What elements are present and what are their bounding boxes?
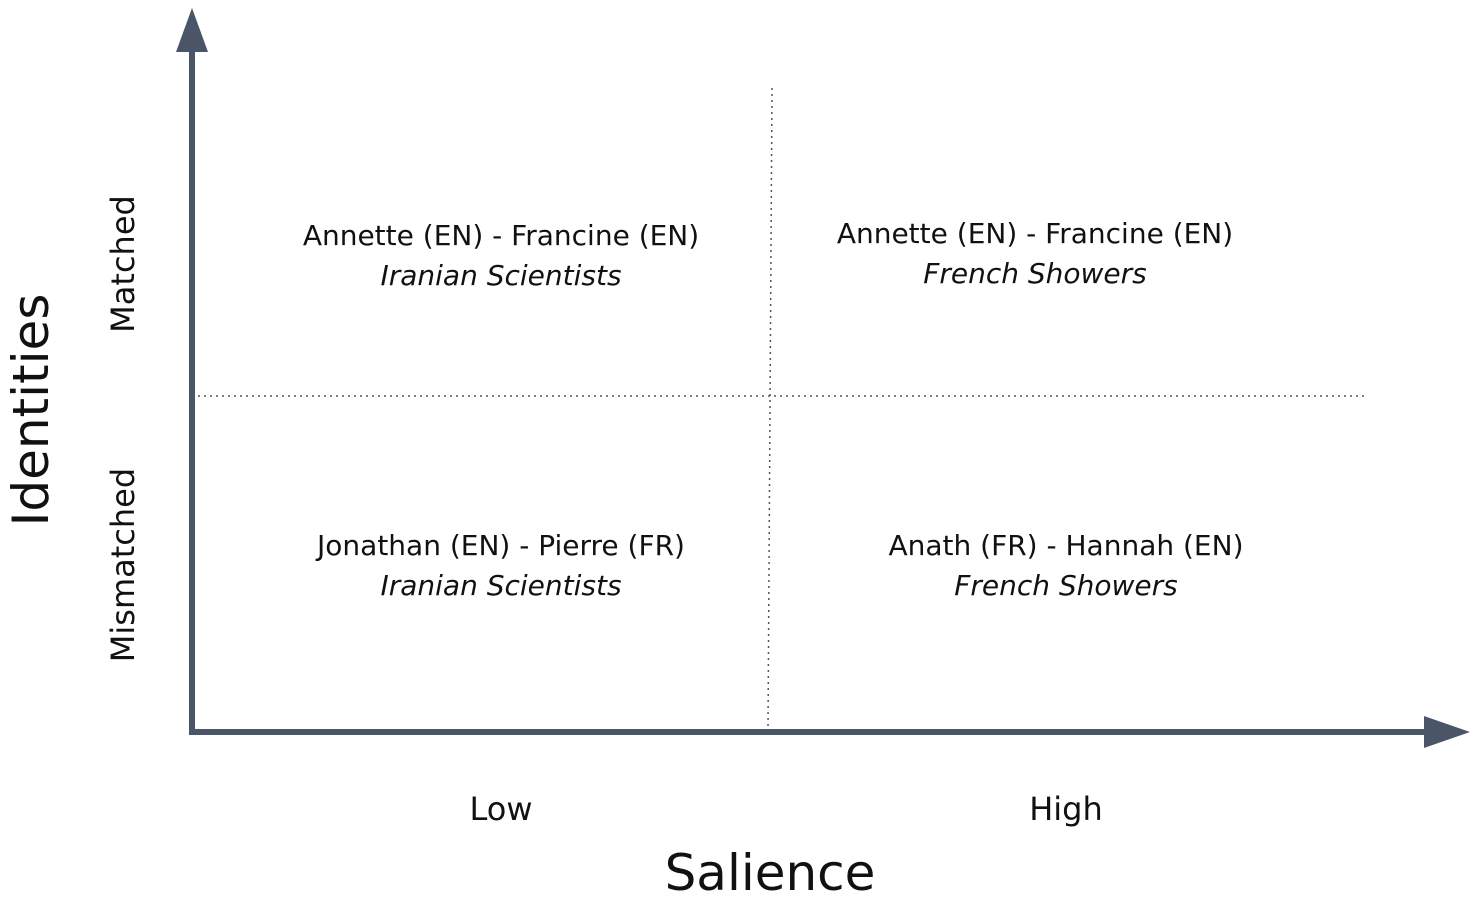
divider-vertical xyxy=(767,87,773,729)
y-level: Mismatched xyxy=(104,468,142,662)
cell-story: French Showers xyxy=(954,569,1178,602)
y-axis-label: Identities xyxy=(2,294,60,527)
cell-story: Iranian Scientists xyxy=(380,569,621,602)
x-axis-label: Salience xyxy=(665,844,876,897)
x-level: Low xyxy=(469,790,532,828)
cell-pair: Annette (EN) - Francine (EN) xyxy=(303,219,699,252)
x-level: High xyxy=(1029,790,1103,828)
cell-story: French Showers xyxy=(923,257,1147,290)
y-level: Matched xyxy=(104,195,142,333)
cell-pair: Annette (EN) - Francine (EN) xyxy=(837,217,1233,250)
x-arrow xyxy=(1424,716,1470,748)
cell-pair: Anath (FR) - Hannah (EN) xyxy=(889,529,1244,562)
cell-story: Iranian Scientists xyxy=(380,259,621,292)
cell-pair: Jonathan (EN) - Pierre (FR) xyxy=(315,529,685,562)
y-arrow xyxy=(176,8,208,52)
